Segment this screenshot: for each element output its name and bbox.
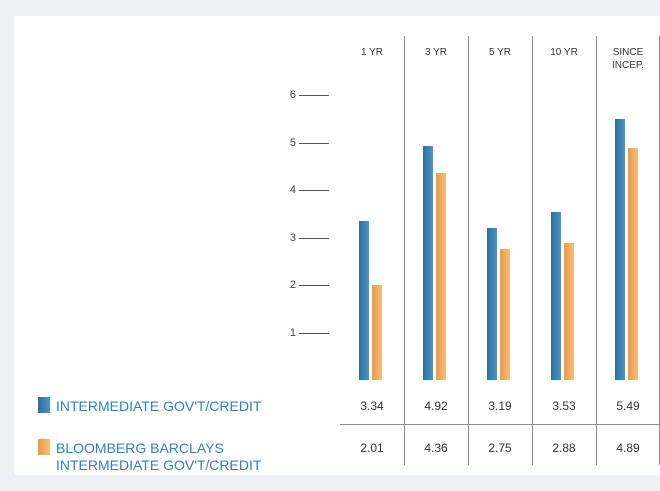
y-tick-label: 6 bbox=[289, 89, 296, 101]
bar-fund bbox=[487, 228, 497, 380]
column-divider bbox=[596, 36, 597, 465]
bar-benchmark bbox=[436, 172, 446, 380]
legend-label: INTERMEDIATE GOV'T/CREDIT bbox=[56, 398, 336, 415]
y-tick-mark bbox=[299, 95, 329, 96]
category-label: 10 YR bbox=[532, 46, 596, 59]
data-label: 5.49 bbox=[616, 399, 640, 413]
bar-fund bbox=[551, 212, 561, 380]
category-label: SINCE INCEP. bbox=[596, 46, 660, 72]
legend-label-line: BLOOMBERG BARCLAYS bbox=[56, 440, 224, 456]
column-divider bbox=[404, 36, 405, 465]
y-tick-label: 4 bbox=[289, 184, 296, 196]
data-label: 4.92 bbox=[424, 399, 448, 413]
legend-label-line: INTERMEDIATE GOV'T/CREDIT bbox=[56, 457, 262, 473]
bar-benchmark bbox=[628, 147, 638, 380]
data-label: 3.53 bbox=[552, 399, 576, 413]
data-label: 3.19 bbox=[488, 399, 512, 413]
legend-label: BLOOMBERG BARCLAYS INTERMEDIATE GOV'T/CRE… bbox=[56, 440, 336, 474]
category-label-line: INCEP. bbox=[611, 60, 645, 71]
y-tick-mark bbox=[299, 190, 329, 191]
data-label: 2.75 bbox=[488, 441, 512, 455]
bar-benchmark bbox=[564, 243, 574, 380]
y-tick-label: 2 bbox=[289, 279, 296, 291]
legend-label-line: INTERMEDIATE GOV'T/CREDIT bbox=[56, 398, 262, 414]
category-label: 3 YR bbox=[404, 46, 468, 59]
category-label-line: 5 YR bbox=[488, 47, 512, 58]
legend-swatch-fund bbox=[38, 397, 50, 413]
column-divider bbox=[532, 36, 533, 465]
data-label: 3.34 bbox=[360, 399, 384, 413]
y-tick-label: 1 bbox=[289, 326, 296, 339]
column-divider bbox=[468, 36, 469, 465]
bar-fund bbox=[359, 221, 369, 380]
y-tick-label: 5 bbox=[289, 136, 296, 149]
y-tick-mark bbox=[299, 332, 329, 334]
row-divider bbox=[340, 424, 660, 425]
bar-benchmark bbox=[500, 249, 510, 380]
bar-fund bbox=[423, 146, 433, 380]
y-tick-mark bbox=[299, 237, 329, 239]
category-label-line: 1 YR bbox=[360, 47, 384, 58]
data-label: 2.88 bbox=[552, 441, 576, 455]
data-label: 2.01 bbox=[360, 441, 384, 455]
bar-benchmark bbox=[372, 284, 382, 380]
category-label: 5 YR bbox=[468, 46, 532, 59]
data-label: 4.36 bbox=[424, 441, 448, 455]
category-label: 1 YR bbox=[340, 46, 404, 59]
category-label-line: 3 YR bbox=[424, 47, 448, 58]
data-label: 4.89 bbox=[616, 441, 640, 455]
y-tick-mark bbox=[299, 142, 329, 144]
category-label-line: SINCE bbox=[612, 47, 644, 58]
y-tick-mark bbox=[299, 285, 329, 286]
category-label-line: 10 YR bbox=[550, 47, 578, 58]
y-tick-label: 3 bbox=[289, 231, 296, 244]
bar-fund bbox=[615, 119, 625, 380]
legend-swatch-benchmark bbox=[38, 439, 50, 455]
